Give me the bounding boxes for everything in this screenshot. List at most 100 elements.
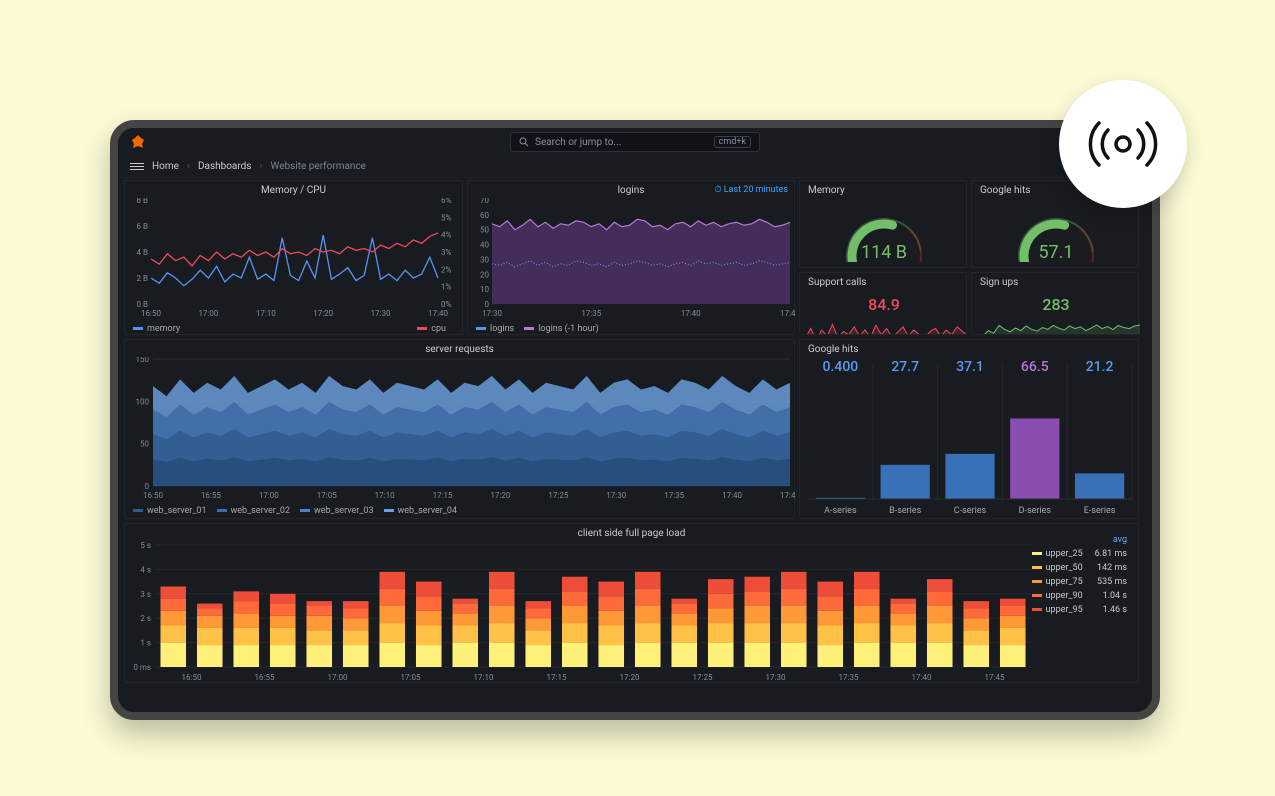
svg-text:5%: 5% (441, 213, 451, 222)
pageload-legend: avgupper_256.81 msupper_50142 msupper_75… (1025, 532, 1134, 618)
svg-text:10: 10 (480, 285, 489, 294)
panel-title: Memory / CPU (125, 181, 462, 198)
svg-text:70: 70 (480, 198, 489, 205)
svg-text:37.1: 37.1 (956, 359, 984, 375)
logins-chart: 01020304050607017:3017:3517:4017:45 (468, 198, 796, 318)
svg-text:0.400: 0.400 (823, 359, 859, 375)
svg-text:40: 40 (480, 241, 489, 250)
svg-text:4 B: 4 B (137, 248, 148, 257)
svg-text:50: 50 (480, 226, 489, 235)
memcpu-legend: memorycpu (125, 322, 462, 336)
svg-text:17:10: 17:10 (474, 673, 494, 682)
live-badge-icon (1059, 80, 1187, 208)
svg-text:E-series: E-series (1084, 506, 1116, 516)
svg-text:6 B: 6 B (137, 222, 148, 231)
svg-text:1%: 1% (441, 283, 451, 292)
svg-text:17:00: 17:00 (259, 491, 279, 500)
svg-text:21.2: 21.2 (1086, 359, 1114, 375)
svg-text:17:00: 17:00 (328, 673, 348, 682)
pageload-chart: 0 ms1 s2 s3 s4 s5 s16:5016:5517:0017:051… (125, 541, 1035, 683)
panel-page-load[interactable]: client side full page load 0 ms1 s2 s3 s… (124, 523, 1139, 683)
svg-text:17:10: 17:10 (256, 309, 276, 318)
panel-server-requests[interactable]: server requests 05010015016:5016:5517:00… (124, 339, 795, 519)
crumb-home[interactable]: Home (152, 161, 179, 172)
panel-google-hits-bars[interactable]: Google hits 0.400A-series27.7B-series37.… (799, 339, 1139, 519)
grafana-logo-icon[interactable] (130, 134, 146, 154)
svg-text:17:00: 17:00 (198, 309, 218, 318)
panel-title: Memory (800, 181, 966, 198)
svg-text:17:30: 17:30 (482, 309, 502, 318)
svg-text:5 s: 5 s (140, 541, 151, 550)
svg-text:2%: 2% (441, 265, 451, 274)
svg-text:66.5: 66.5 (1021, 359, 1049, 375)
logins-legend: loginslogins (-1 hour) (468, 322, 794, 336)
panel-memory-cpu[interactable]: Memory / CPU 0 B 2 B 4 B 6 B 8 B 0% 1% 2% 3% 4% 5%… (124, 180, 463, 335)
svg-text:84.9: 84.9 (868, 295, 900, 314)
panel-title: server requests (125, 340, 794, 357)
svg-text:283: 283 (1042, 295, 1069, 314)
svg-text:17:30: 17:30 (606, 491, 626, 500)
svg-text:4%: 4% (441, 231, 451, 240)
panel-support-calls[interactable]: Support calls 84.9 (799, 272, 967, 335)
panel-gauge-memory[interactable]: Memory 114 B (799, 180, 967, 268)
svg-text:50: 50 (140, 440, 149, 449)
menu-icon[interactable] (130, 160, 144, 174)
crumb-current: Website performance (270, 161, 366, 172)
svg-text:17:40: 17:40 (428, 309, 448, 318)
svg-text:27.7: 27.7 (891, 359, 919, 375)
svg-text:17:15: 17:15 (433, 491, 453, 500)
svg-text:17:30: 17:30 (766, 673, 786, 682)
svg-text:8 B: 8 B (137, 198, 148, 205)
search-icon (519, 137, 529, 147)
svg-text:17:10: 17:10 (375, 491, 395, 500)
panel-title: Google hits (800, 340, 1138, 357)
svg-text:60: 60 (480, 211, 489, 220)
search-shortcut: cmd+k (714, 136, 751, 148)
svg-text:D-series: D-series (1019, 506, 1052, 516)
svg-text:17:35: 17:35 (839, 673, 859, 682)
svg-text:16:55: 16:55 (255, 673, 275, 682)
svg-text:C-series: C-series (954, 506, 987, 516)
gauge-google: 57.1 (972, 198, 1140, 262)
svg-text:17:30: 17:30 (371, 309, 391, 318)
svg-text:114 B: 114 B (861, 242, 907, 262)
svg-text:0: 0 (145, 482, 150, 491)
panel-title: Sign ups (972, 273, 1138, 290)
svg-text:16:50: 16:50 (141, 309, 161, 318)
svg-text:57.1: 57.1 (1038, 242, 1073, 262)
svg-text:17:25: 17:25 (693, 673, 713, 682)
svg-text:30: 30 (480, 255, 489, 264)
svg-text:17:35: 17:35 (664, 491, 684, 500)
svg-text:16:50: 16:50 (143, 491, 163, 500)
svg-text:0 B: 0 B (137, 300, 148, 309)
dashboard-frame: Search or jump to... cmd+k Home › Dashbo… (110, 120, 1160, 720)
svg-text:2 B: 2 B (137, 274, 148, 283)
time-range-label[interactable]: ⏱ Last 20 minutes (714, 185, 788, 195)
svg-text:17:15: 17:15 (547, 673, 567, 682)
search-placeholder: Search or jump to... (535, 137, 621, 148)
svg-text:17:45: 17:45 (985, 673, 1005, 682)
svg-text:16:50: 16:50 (182, 673, 202, 682)
svg-text:0: 0 (485, 300, 490, 309)
svg-text:17:20: 17:20 (620, 673, 640, 682)
svg-text:6%: 6% (441, 198, 451, 205)
svg-text:17:45: 17:45 (780, 309, 796, 318)
search-input[interactable]: Search or jump to... cmd+k (510, 132, 760, 152)
svg-text:17:40: 17:40 (722, 491, 742, 500)
svg-text:1 s: 1 s (140, 639, 151, 648)
svg-text:20: 20 (480, 270, 489, 279)
memcpu-chart: 0 B 2 B 4 B 6 B 8 B 0% 1% 2% 3% 4% 5% 6% 16:50 17:00 1… (125, 198, 464, 318)
panel-sign-ups[interactable]: Sign ups 283 (971, 272, 1139, 335)
svg-text:4 s: 4 s (140, 565, 151, 574)
breadcrumb: Home › Dashboards › Website performance (118, 156, 1152, 178)
server-chart: 05010015016:5016:5517:0017:0517:1017:151… (125, 357, 796, 500)
crumb-dashboards[interactable]: Dashboards (198, 161, 252, 172)
panel-logins[interactable]: logins ⏱ Last 20 minutes 010203040506070… (467, 180, 795, 335)
svg-text:3%: 3% (441, 248, 451, 257)
svg-text:B-series: B-series (889, 506, 922, 516)
svg-text:3 s: 3 s (140, 590, 151, 599)
svg-text:17:05: 17:05 (401, 673, 421, 682)
panel-title: client side full page load (125, 524, 1138, 541)
svg-text:17:20: 17:20 (313, 309, 333, 318)
svg-text:0%: 0% (441, 300, 451, 309)
